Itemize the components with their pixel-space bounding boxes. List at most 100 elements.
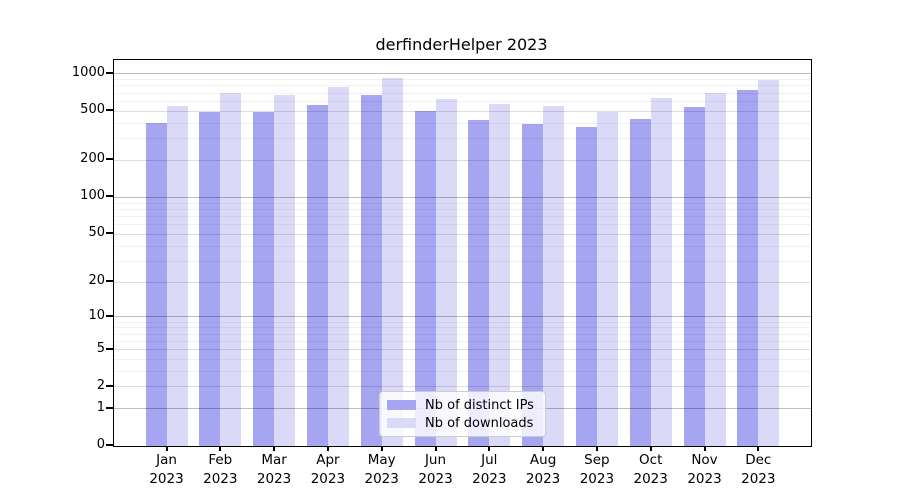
y-tick-label-0: 0 xyxy=(96,437,105,452)
bar-distinct-ips-feb xyxy=(199,111,221,446)
gridline-2 xyxy=(114,386,811,388)
gridline-10 xyxy=(114,316,811,318)
x-tick-label-jan: Jan 2023 xyxy=(149,452,184,487)
y-tick-20 xyxy=(106,280,113,283)
plot-area xyxy=(113,59,812,447)
x-tick-label-apr: Apr 2023 xyxy=(310,452,346,487)
gridline-200 xyxy=(114,159,811,161)
x-tick-label-nov: Nov 2023 xyxy=(687,452,722,487)
legend-row-downloads: Nb of downloads xyxy=(387,415,534,431)
x-tick-label-oct: Oct 2023 xyxy=(633,452,668,487)
gridline-900 xyxy=(114,79,811,81)
gridline-20 xyxy=(114,281,811,283)
gridline-60 xyxy=(114,224,811,226)
bar-downloads-nov xyxy=(704,93,726,446)
x-tick-mar xyxy=(273,446,276,451)
y-tick-50 xyxy=(106,232,113,235)
gridline-7 xyxy=(114,333,811,335)
gridline-8 xyxy=(114,327,811,329)
x-tick-label-jun: Jun 2023 xyxy=(418,452,453,487)
y-tick-label-2: 2 xyxy=(96,377,105,393)
gridline-90 xyxy=(114,202,811,204)
x-tick-dec xyxy=(757,446,760,451)
legend-swatch-distinct-ips xyxy=(387,400,416,410)
y-tick-200 xyxy=(106,158,113,161)
bar-downloads-mar xyxy=(274,95,296,446)
gridline-50 xyxy=(114,233,811,235)
bar-distinct-ips-aug xyxy=(522,123,544,446)
x-tick-sep xyxy=(595,446,598,451)
gridline-4 xyxy=(114,358,811,360)
gridline-300 xyxy=(114,138,811,140)
gridline-100 xyxy=(114,196,811,198)
bar-distinct-ips-may xyxy=(360,95,382,446)
x-tick-label-feb: Feb 2023 xyxy=(203,452,238,487)
gridline-30 xyxy=(114,260,811,262)
bar-distinct-ips-jan xyxy=(145,123,167,446)
x-tick-feb xyxy=(219,446,222,451)
legend-label-downloads: Nb of downloads xyxy=(425,415,534,431)
y-tick-label-10: 10 xyxy=(88,307,105,323)
y-tick-label-1000: 1000 xyxy=(71,64,105,80)
bar-distinct-ips-dec xyxy=(737,89,759,446)
x-tick-jul xyxy=(488,446,491,451)
gridline-40 xyxy=(114,245,811,247)
y-tick-label-50: 50 xyxy=(88,225,105,241)
bar-distinct-ips-mar xyxy=(253,112,275,446)
bar-distinct-ips-apr xyxy=(306,105,328,446)
x-tick-label-mar: Mar 2023 xyxy=(256,452,292,487)
gridline-3 xyxy=(114,370,811,372)
gridline-1000 xyxy=(114,73,811,75)
bar-downloads-feb xyxy=(220,93,242,446)
x-tick-label-sep: Sep 2023 xyxy=(579,452,615,487)
y-tick-10 xyxy=(106,314,113,317)
chart-title: derfinderHelper 2023 xyxy=(375,35,548,54)
legend-swatch-downloads xyxy=(387,418,416,428)
y-tick-0 xyxy=(106,444,113,446)
gridline-5 xyxy=(114,349,811,350)
x-tick-jan xyxy=(165,446,168,451)
gridline-500 xyxy=(114,110,811,112)
gridline-6 xyxy=(114,340,811,342)
gridline-9 xyxy=(114,321,811,323)
gridline-800 xyxy=(114,85,811,87)
x-tick-label-jul: Jul 2023 xyxy=(472,452,507,487)
gridline-80 xyxy=(114,208,811,210)
bar-downloads-jul xyxy=(489,103,511,446)
y-tick-label-200: 200 xyxy=(80,151,105,167)
gridline-70 xyxy=(114,215,811,217)
x-tick-label-dec: Dec 2023 xyxy=(741,452,776,487)
legend: Nb of distinct IPs Nb of downloads xyxy=(379,391,546,437)
x-tick-apr xyxy=(326,446,329,451)
bar-distinct-ips-jun xyxy=(414,111,436,446)
x-tick-label-may: May 2023 xyxy=(364,452,399,487)
x-tick-oct xyxy=(649,446,652,451)
bar-downloads-apr xyxy=(327,86,349,446)
bar-downloads-dec xyxy=(758,80,780,446)
y-tick-label-1: 1 xyxy=(96,399,105,415)
legend-row-distinct-ips: Nb of distinct IPs xyxy=(387,397,534,413)
y-tick-500 xyxy=(106,109,113,112)
bar-distinct-ips-oct xyxy=(629,119,651,446)
gridline-400 xyxy=(114,122,811,124)
bar-distinct-ips-sep xyxy=(575,127,597,446)
bar-downloads-may xyxy=(381,78,403,446)
y-tick-label-20: 20 xyxy=(88,273,105,289)
bar-downloads-sep xyxy=(596,112,618,446)
bar-downloads-aug xyxy=(543,106,565,446)
bar-downloads-jan xyxy=(166,106,188,446)
y-tick-label-5: 5 xyxy=(96,340,105,356)
y-tick-100 xyxy=(106,195,113,198)
y-tick-label-100: 100 xyxy=(80,188,105,204)
gridline-700 xyxy=(114,92,811,94)
x-tick-jun xyxy=(434,446,437,451)
x-tick-may xyxy=(380,446,383,451)
legend-label-distinct-ips: Nb of distinct IPs xyxy=(425,397,534,413)
bar-distinct-ips-jul xyxy=(468,119,490,446)
y-tick-1000 xyxy=(106,71,113,74)
x-tick-label-aug: Aug 2023 xyxy=(525,452,561,487)
y-tick-2 xyxy=(106,384,113,387)
x-tick-nov xyxy=(703,446,706,451)
gridline-600 xyxy=(114,100,811,102)
